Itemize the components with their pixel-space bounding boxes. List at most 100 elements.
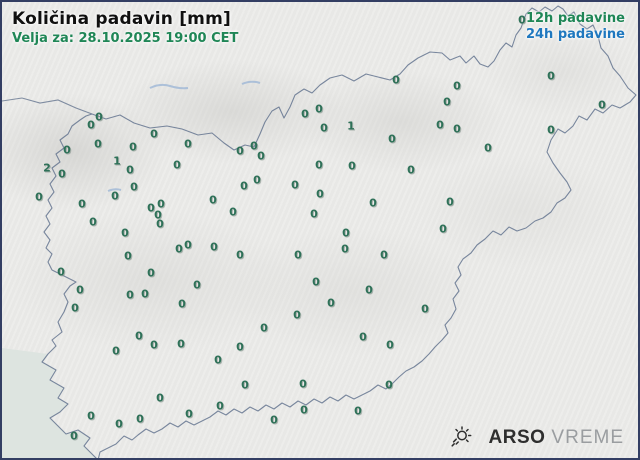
station-value: 0	[421, 302, 429, 316]
river-lake-3	[107, 188, 122, 192]
station-value: 0	[385, 378, 393, 392]
station-value: 0	[270, 413, 278, 427]
station-value: 1	[113, 154, 121, 168]
station-value: 0	[260, 321, 268, 335]
station-value: 0	[115, 417, 123, 431]
station-value: 0	[369, 196, 377, 210]
slovenia-border-path	[41, 5, 637, 458]
station-value: 0	[147, 201, 155, 215]
station-value: 0	[124, 249, 132, 263]
station-value: 1	[347, 119, 355, 133]
station-value: 0	[87, 409, 95, 423]
station-value: 0	[392, 73, 400, 87]
station-value: 0	[209, 193, 217, 207]
brand-agency: ARSO	[488, 427, 546, 448]
station-value: 0	[436, 118, 444, 132]
station-value: 0	[312, 275, 320, 289]
station-value: 0	[315, 158, 323, 172]
station-value: 0	[407, 163, 415, 177]
station-value: 0	[354, 404, 362, 418]
station-value: 0	[250, 139, 258, 153]
station-value: 0	[316, 187, 324, 201]
station-value: 0	[175, 242, 183, 256]
station-value: 0	[484, 141, 492, 155]
river-lake-2	[241, 80, 261, 85]
station-value: 0	[518, 13, 526, 27]
station-value: 0	[126, 288, 134, 302]
station-value: 0	[236, 144, 244, 158]
station-value: 0	[94, 137, 102, 151]
station-value: 0	[135, 329, 143, 343]
station-value: 0	[185, 407, 193, 421]
station-value: 0	[294, 248, 302, 262]
station-value: 0	[147, 266, 155, 280]
station-value: 0	[136, 412, 144, 426]
station-value: 0	[156, 217, 164, 231]
station-value: 0	[173, 158, 181, 172]
station-value: 0	[129, 140, 137, 154]
station-value: 0	[257, 149, 265, 163]
station-value: 0	[70, 429, 78, 443]
station-value: 0	[150, 127, 158, 141]
station-value: 0	[439, 222, 447, 236]
station-value: 0	[380, 248, 388, 262]
station-value: 0	[193, 278, 201, 292]
station-value: 0	[57, 265, 65, 279]
sun-icon	[448, 426, 472, 450]
station-value: 0	[210, 240, 218, 254]
station-value: 0	[342, 226, 350, 240]
station-value: 0	[453, 79, 461, 93]
station-value: 0	[386, 338, 394, 352]
station-value: 0	[300, 403, 308, 417]
station-value: 0	[348, 159, 356, 173]
station-value: 0	[89, 215, 97, 229]
station-value: 0	[301, 107, 309, 121]
station-value: 0	[253, 173, 261, 187]
station-value: 0	[388, 132, 396, 146]
legend-item-12h[interactable]: 12h padavine	[525, 11, 625, 26]
station-value: 0	[154, 208, 162, 222]
station-value: 2	[43, 161, 51, 175]
station-value: 0	[121, 226, 129, 240]
station-value: 0	[453, 122, 461, 136]
station-value: 0	[150, 338, 158, 352]
station-value: 0	[112, 344, 120, 358]
station-value: 0	[157, 197, 165, 211]
station-value: 0	[141, 287, 149, 301]
station-value: 0	[327, 296, 335, 310]
station-value: 0	[87, 118, 95, 132]
station-value: 0	[236, 248, 244, 262]
station-value: 0	[341, 242, 349, 256]
map-header: Količina padavin [mm] Velja za: 28.10.20…	[12, 9, 238, 46]
station-value: 0	[130, 180, 138, 194]
brand-product: VREME	[551, 427, 624, 448]
station-value: 0	[184, 137, 192, 151]
italy-austria-border	[2, 97, 93, 115]
station-value: 0	[126, 163, 134, 177]
layer-legend: 12h padavine 24h padavine	[526, 11, 625, 43]
station-value: 0	[214, 353, 222, 367]
station-value: 0	[111, 189, 119, 203]
station-value: 0	[291, 178, 299, 192]
station-value: 0	[240, 179, 248, 193]
station-value: 0	[78, 197, 86, 211]
station-value: 0	[178, 297, 186, 311]
station-value: 0	[365, 283, 373, 297]
station-value: 0	[547, 123, 555, 137]
station-value: 0	[547, 69, 555, 83]
river-lake-1	[149, 83, 189, 90]
station-value: 0	[236, 340, 244, 354]
valid-time-label: Velja za: 28.10.2025 19:00 CET	[12, 31, 239, 46]
station-value: 0	[320, 121, 328, 135]
sea-area	[2, 348, 96, 458]
station-value: 0	[177, 337, 185, 351]
station-value: 0	[598, 98, 606, 112]
legend-item-24h[interactable]: 24h padavine	[525, 27, 625, 42]
station-value: 0	[310, 207, 318, 221]
station-value: 0	[95, 110, 103, 124]
station-value: 0	[443, 95, 451, 109]
station-value: 0	[359, 330, 367, 344]
